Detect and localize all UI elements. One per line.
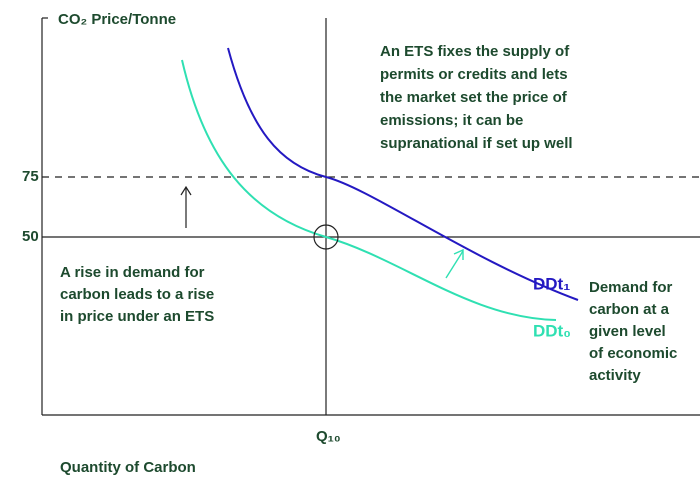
note-line: A rise in demand for — [60, 264, 205, 281]
note-line: An ETS fixes the supply of — [380, 43, 570, 60]
notes: An ETS fixes the supply of permits or cre… — [60, 43, 677, 384]
note-line: of economic — [589, 345, 677, 362]
curve-label: DDt₀ — [533, 321, 571, 340]
y-mark: 50 — [22, 228, 39, 245]
equilibrium-circle — [313, 224, 339, 250]
curve-label: DDt₁ — [533, 274, 570, 293]
note-line: permits or credits and lets — [380, 66, 568, 83]
note-line: carbon at a — [589, 301, 670, 318]
rise-arrow-head — [180, 185, 192, 196]
note-line: supranational if set up well — [380, 135, 573, 152]
y-axis-label: CO₂ Price/Tonne — [58, 11, 176, 28]
note-line: in price under an ETS — [60, 308, 214, 325]
x-axis-label: Quantity of Carbon — [60, 459, 196, 476]
note-line: carbon leads to a rise — [60, 286, 214, 303]
note-line: Demand for — [589, 279, 673, 296]
x-mark: Q₁₀ — [316, 428, 341, 445]
curve-ddt1 — [227, 47, 579, 301]
y-mark: 75 — [22, 168, 39, 185]
note-line: emissions; it can be — [380, 112, 523, 129]
note-line: given level — [589, 323, 666, 340]
curve-ddt0 — [181, 59, 557, 321]
shift-arrow-head — [453, 248, 464, 260]
note-line: activity — [589, 367, 641, 384]
shift-arrow — [445, 250, 464, 279]
note-line: the market set the price of — [380, 89, 568, 106]
